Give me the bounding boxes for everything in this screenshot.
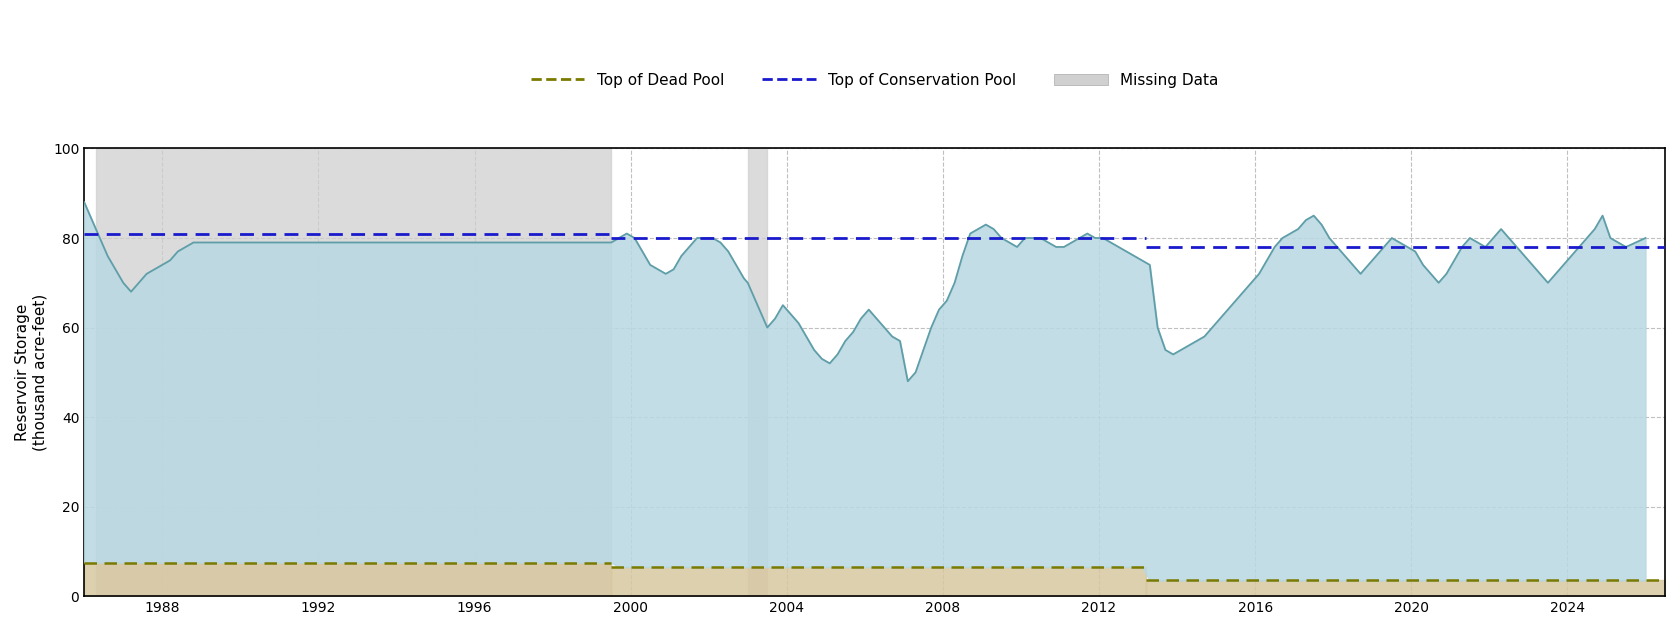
Y-axis label: Reservoir Storage
(thousand acre-feet): Reservoir Storage (thousand acre-feet) xyxy=(15,294,47,451)
Bar xyxy=(96,149,612,596)
Legend: Top of Dead Pool, Top of Conservation Pool, Missing Data: Top of Dead Pool, Top of Conservation Po… xyxy=(524,67,1225,94)
Bar xyxy=(748,149,768,596)
